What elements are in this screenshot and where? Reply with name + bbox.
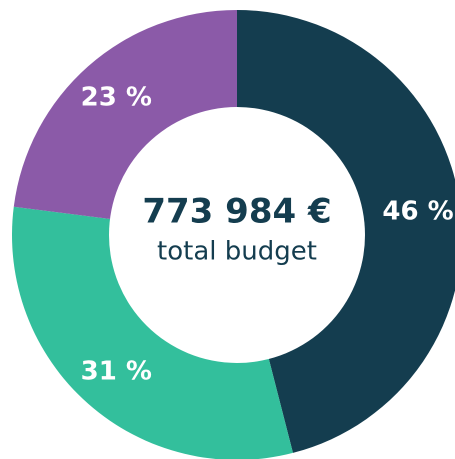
slice-label: 23 %: [81, 83, 152, 113]
center-label: 773 984 €: [142, 192, 331, 232]
center-sublabel: total budget: [157, 237, 317, 267]
slice-label: 31 %: [81, 356, 152, 386]
donut-hole: [109, 107, 365, 363]
slice-label: 46 %: [382, 197, 453, 227]
